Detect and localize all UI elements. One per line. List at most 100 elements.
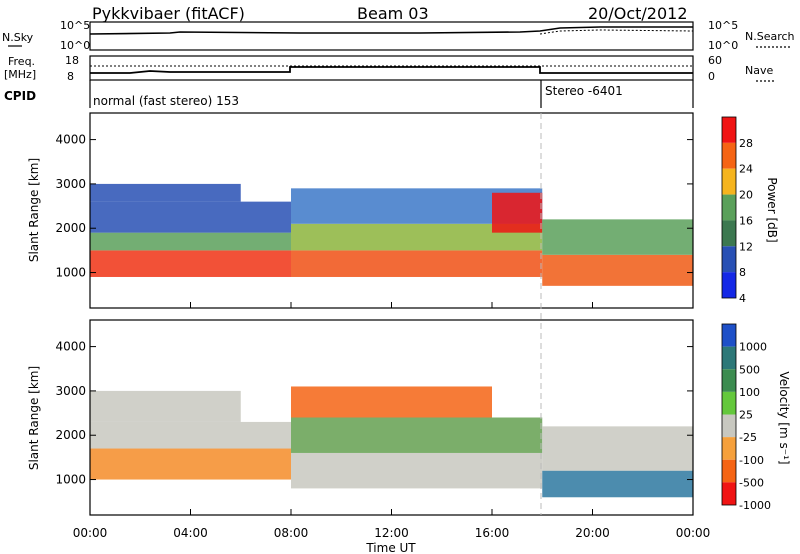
freq-unit: [MHz]: [4, 68, 36, 81]
power-colorbar-tick-0: 28: [739, 137, 753, 150]
power-data-marks: [90, 183, 693, 286]
xtick-label-0: 00:00: [73, 526, 108, 540]
nsearch-tick-low: 10^0: [708, 39, 738, 52]
xtick-label-6: 00:00: [676, 526, 711, 540]
velocity-band-6: [542, 470, 693, 498]
velocity-y-axis: 1000 2000 3000 4000: [55, 340, 693, 487]
power-colorbar-swatch-3: [722, 194, 736, 221]
power-colorbar-frame: [721, 116, 737, 299]
nsearch-tick-high: 10^5: [708, 19, 738, 32]
velocity-colorbar-label: Velocity [m s⁻¹]: [777, 371, 791, 464]
power-colorbar-tick-3: 16: [739, 214, 753, 227]
nsearch-label: N.Search: [745, 30, 795, 43]
velocity-colorbar-swatch-3: [722, 391, 736, 415]
velocity-colorbar-tick-1: 500: [739, 363, 760, 376]
beam-title: Beam 03: [357, 4, 429, 23]
velocity-colorbar-swatch-2: [722, 369, 736, 392]
power-band-9: [542, 219, 693, 255]
nsky-panel: N.Sky 10^5 10^0 10^5 10^0 N.Search: [2, 19, 795, 52]
velocity-colorbar-tick-6: -500: [739, 476, 764, 489]
velocity-ytick-label-3: 4000: [55, 340, 86, 354]
xtick-label-2: 08:00: [274, 526, 309, 540]
velocity-colorbar-tick-5: -100: [739, 454, 764, 467]
velocity-colorbar-tick-2: 100: [739, 386, 760, 399]
time-axis: 00:00 04:00 08:00 12:00 16:00 20:00 00:00: [73, 302, 711, 540]
date-title: 20/Oct/2012: [588, 4, 688, 23]
power-colorbar-swatch-4: [722, 220, 736, 247]
velocity-band-0: [90, 448, 291, 480]
power-colorbar-swatch-1: [722, 142, 736, 169]
nsky-tick-high: 10^5: [60, 19, 90, 32]
nave-tick-high: 60: [708, 54, 722, 67]
cpid-label: CPID: [4, 89, 36, 103]
velocity-band-5: [291, 386, 492, 418]
velocity-colorbar-swatch-0: [722, 324, 736, 347]
velocity-colorbar-tick-4: -25: [739, 431, 757, 444]
velocity-ytick-label-1: 2000: [55, 428, 86, 442]
velocity-colorbar-tick-3: 25: [739, 409, 753, 422]
velocity-ylabel: Slant Range [km]: [27, 366, 41, 470]
velocity-colorbar: 1000 500 100 25 -25 -100 -500 -1000: [721, 323, 771, 512]
xtick-label-3: 12:00: [374, 526, 409, 540]
power-ytick-label-3: 4000: [55, 133, 86, 147]
power-ytick-label-1: 2000: [55, 221, 86, 235]
power-band-0: [90, 250, 291, 277]
velocity-colorbar-swatch-4: [722, 414, 736, 438]
velocity-colorbar-tick-7: -1000: [739, 499, 771, 512]
cpid-segment-1: normal (fast stereo) 153: [93, 94, 239, 108]
power-colorbar-label: Power [dB]: [765, 177, 779, 242]
cpid-panel: CPID normal (fast stereo) 153 Stereo -64…: [4, 80, 694, 108]
velocity-band-2: [90, 390, 241, 422]
power-colorbar-swatch-0: [722, 117, 736, 143]
velocity-band-3: [291, 452, 543, 489]
power-band-7: [492, 192, 543, 233]
nsearch-trace: [539, 29, 694, 35]
power-panel: 1000 2000 3000 4000 Slant Range [km] 28 24 20…: [27, 112, 779, 309]
power-ytick-label-2: 3000: [55, 177, 86, 191]
velocity-ytick-label-0: 1000: [55, 473, 86, 487]
xtick-label-4: 16:00: [475, 526, 510, 540]
freq-label: Freq.: [8, 55, 35, 68]
power-band-8: [542, 254, 693, 286]
velocity-data-marks: [90, 386, 693, 498]
nsky-tick-low: 10^0: [60, 39, 90, 52]
power-band-2: [90, 201, 291, 233]
power-colorbar-swatch-5: [722, 246, 736, 273]
power-band-1: [90, 232, 291, 251]
power-colorbar-tick-6: 4: [739, 292, 746, 305]
xtick-label-5: 20:00: [575, 526, 610, 540]
velocity-ytick-label-2: 3000: [55, 384, 86, 398]
power-colorbar-tick-1: 24: [739, 163, 753, 176]
power-ytick-label-0: 1000: [55, 266, 86, 280]
freq-frame: [89, 55, 694, 81]
velocity-colorbar-swatch-6: [722, 459, 736, 483]
velocity-band-4: [291, 417, 543, 453]
station-title: Pykkvibaer (fitACF): [92, 4, 245, 23]
freq-tick-low: 8: [67, 70, 74, 83]
velocity-colorbar-swatch-1: [722, 346, 736, 370]
freq-trace: [90, 66, 693, 74]
xlabel: Time UT: [365, 541, 416, 554]
velocity-colorbar-tick-0: 1000: [739, 341, 767, 354]
nsky-frame: [89, 21, 694, 51]
power-band-3: [90, 183, 241, 202]
power-colorbar-tick-5: 8: [739, 266, 746, 279]
velocity-colorbar-frame: [721, 323, 737, 506]
power-colorbar: 28 24 20 16 12 8 4: [721, 116, 753, 305]
power-y-axis: 1000 2000 3000 4000: [55, 133, 693, 280]
freq-tick-high: 18: [65, 54, 79, 67]
power-band-4: [291, 250, 543, 277]
nave-tick-low: 0: [708, 70, 715, 83]
nsky-trace: [89, 26, 693, 35]
power-ylabel: Slant Range [km]: [27, 158, 41, 262]
velocity-band-1: [90, 421, 291, 449]
nsky-label: N.Sky: [2, 31, 34, 44]
velocity-colorbar-swatch-5: [722, 437, 736, 460]
xtick-label-1: 04:00: [173, 526, 208, 540]
velocity-colorbar-swatch-7: [722, 482, 736, 505]
power-colorbar-swatch-6: [722, 272, 736, 298]
freq-panel: Freq. [MHz] 18 8 60 0 Nave: [4, 54, 774, 83]
velocity-panel: 1000 2000 3000 4000 Slant Range [km] 1000 50…: [27, 319, 791, 516]
power-colorbar-tick-2: 20: [739, 189, 753, 202]
